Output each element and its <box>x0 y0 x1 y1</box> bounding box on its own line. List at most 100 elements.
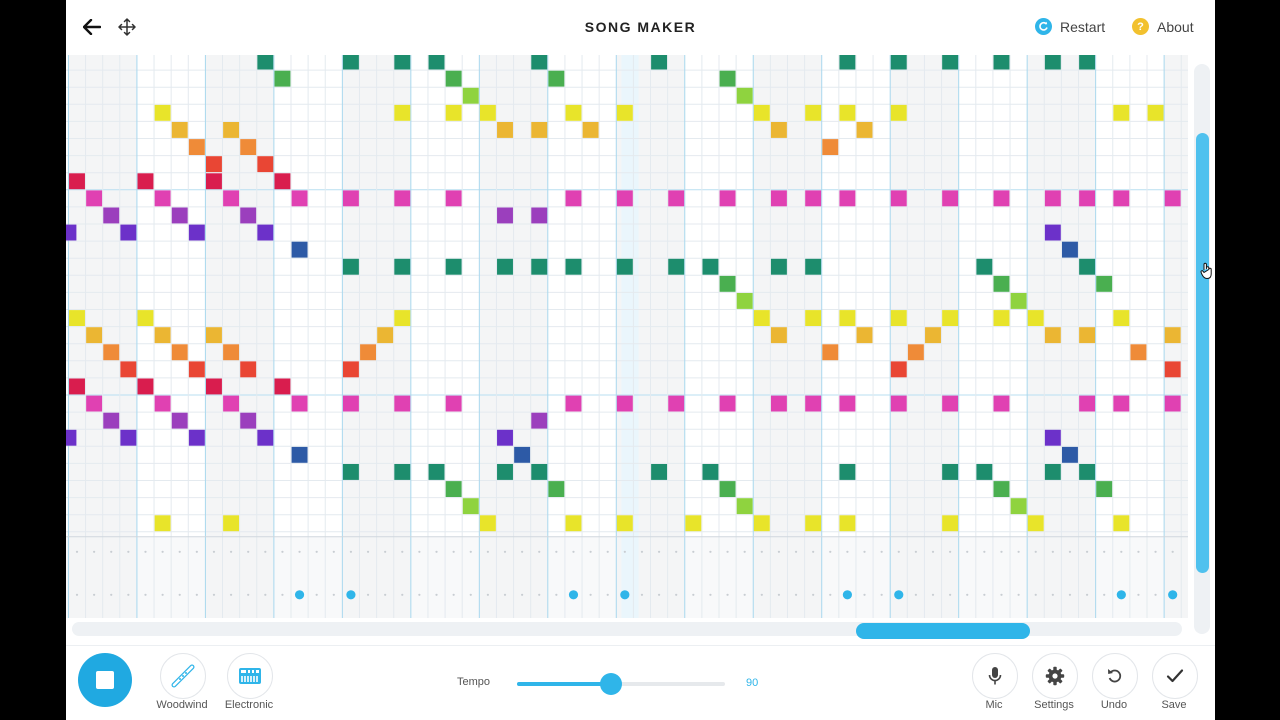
restart-button[interactable]: Restart <box>1035 18 1105 35</box>
tempo-value: 90 <box>746 677 759 689</box>
percussion-hit <box>894 590 904 600</box>
note-cell <box>86 190 103 207</box>
note-cell <box>993 55 1010 70</box>
note-grid[interactable] <box>66 55 1188 618</box>
instrument-electronic-button[interactable] <box>227 653 273 699</box>
percussion-slot <box>880 593 883 596</box>
note-cell <box>137 173 154 190</box>
percussion-slot <box>931 550 935 553</box>
note-cell <box>531 412 548 429</box>
note-cell <box>616 190 633 207</box>
percussion-slot <box>452 550 455 553</box>
note-cell <box>206 173 222 190</box>
note-cell <box>120 429 137 446</box>
note-cell <box>171 207 188 224</box>
note-cell <box>291 395 308 412</box>
tempo-slider[interactable] <box>517 673 725 695</box>
note-cell <box>394 55 411 70</box>
note-cell <box>377 327 394 344</box>
percussion-hit <box>620 590 630 600</box>
percussion-slot <box>897 550 900 553</box>
mic-button[interactable] <box>972 653 1018 699</box>
note-cell <box>462 87 479 104</box>
note-cell <box>66 429 77 446</box>
about-button[interactable]: ? About <box>1132 18 1194 35</box>
note-cell <box>1010 498 1027 515</box>
vertical-scrollbar-thumb[interactable] <box>1196 133 1209 573</box>
percussion-slot <box>914 593 917 596</box>
percussion-slot <box>110 550 113 553</box>
percussion-slot <box>195 550 198 553</box>
note-cell <box>805 104 822 121</box>
percussion-slot <box>315 593 318 596</box>
note-cell <box>257 224 274 241</box>
percussion-slot <box>418 593 421 596</box>
percussion-slot <box>657 550 661 553</box>
save-button[interactable] <box>1152 653 1198 699</box>
percussion-slot <box>144 550 147 553</box>
percussion-slot <box>1034 550 1037 553</box>
gear-icon <box>1045 666 1065 686</box>
note-cell <box>394 464 411 480</box>
percussion-slot <box>640 550 644 553</box>
percussion-slot <box>863 593 866 596</box>
note-cell <box>565 190 582 207</box>
note-cell <box>531 122 548 138</box>
settings-button[interactable] <box>1032 653 1078 699</box>
percussion-slot <box>812 593 815 596</box>
note-cell <box>668 258 685 275</box>
flute-icon <box>171 664 195 688</box>
note-cell <box>394 395 411 412</box>
note-cell <box>942 464 959 480</box>
note-cell <box>1027 515 1044 532</box>
percussion-slot <box>127 550 130 553</box>
note-cell <box>497 207 513 224</box>
percussion-slot <box>264 550 267 553</box>
arrow-left-icon[interactable] <box>79 14 105 40</box>
percussion-slot <box>538 593 541 596</box>
note-cell <box>428 464 445 480</box>
tempo-slider-handle[interactable] <box>599 673 622 695</box>
undo-button[interactable] <box>1092 653 1138 699</box>
percussion-slot <box>1154 550 1157 553</box>
note-cell <box>479 515 496 532</box>
percussion-slot <box>93 550 96 553</box>
note-cell <box>66 224 77 241</box>
note-cell <box>240 207 257 224</box>
note-cell <box>171 122 188 138</box>
instrument-woodwind-button[interactable] <box>160 653 206 699</box>
stop-button[interactable] <box>78 653 132 707</box>
note-cell <box>719 275 736 292</box>
percussion-slot <box>538 550 541 553</box>
percussion-slot <box>75 593 79 596</box>
note-cell <box>188 224 205 241</box>
song-maker-app: SONG MAKER Restart ? About Woodwind Elec… <box>66 0 1215 720</box>
undo-icon <box>1108 669 1122 683</box>
percussion-slot <box>486 593 489 596</box>
percussion-slot <box>384 550 387 553</box>
note-cell <box>120 361 137 378</box>
note-cell <box>942 515 959 532</box>
percussion-slot <box>709 550 712 553</box>
note-cell <box>753 104 770 121</box>
percussion-slot <box>777 550 781 553</box>
percussion-slot <box>812 550 815 553</box>
percussion-slot <box>777 593 781 596</box>
note-cell <box>394 104 411 121</box>
restart-icon <box>1035 18 1052 35</box>
note-cell <box>616 258 633 275</box>
note-cell <box>479 104 496 121</box>
percussion-hit <box>1168 590 1178 600</box>
note-grid-area[interactable] <box>66 55 1188 618</box>
note-cell <box>86 327 103 344</box>
move-arrows-icon[interactable] <box>114 14 140 40</box>
note-cell <box>497 464 513 480</box>
note-cell <box>890 310 907 326</box>
note-cell <box>1044 429 1061 446</box>
percussion-slot <box>1000 550 1003 553</box>
note-cell <box>565 104 582 121</box>
percussion-slot <box>555 550 558 553</box>
note-cell <box>1044 55 1061 70</box>
horizontal-scrollbar-thumb[interactable] <box>856 623 1030 639</box>
note-cell <box>805 395 822 412</box>
